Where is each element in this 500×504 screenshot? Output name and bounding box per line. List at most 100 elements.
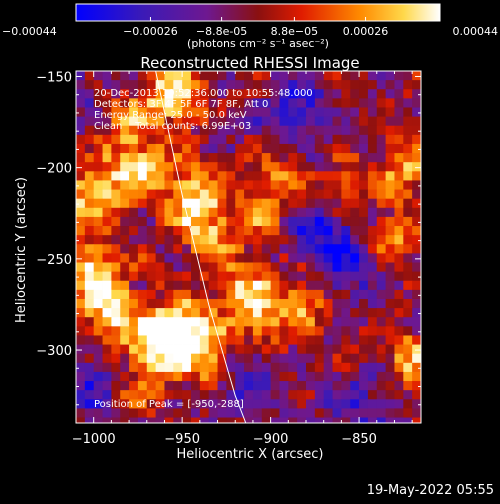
heatmap-cell bbox=[252, 153, 263, 163]
heatmap-cell bbox=[412, 353, 421, 364]
heatmap-cell bbox=[164, 253, 174, 263]
heatmap-cell bbox=[93, 353, 103, 364]
heatmap-cell bbox=[244, 280, 254, 291]
heatmap-cell bbox=[111, 143, 121, 154]
heatmap-cell bbox=[93, 280, 103, 291]
heatmap-cell bbox=[332, 134, 342, 145]
heatmap-cell bbox=[155, 298, 165, 309]
heatmap-cell bbox=[244, 71, 254, 81]
heatmap-cell bbox=[217, 180, 227, 190]
heatmap-cell bbox=[102, 371, 112, 382]
heatmap-cell bbox=[403, 71, 413, 81]
heatmap-cell bbox=[314, 390, 325, 400]
heatmap-cell bbox=[341, 98, 351, 108]
heatmap-cell bbox=[164, 162, 174, 172]
heatmap-cell bbox=[297, 280, 307, 291]
heatmap-cell bbox=[120, 116, 130, 127]
heatmap-cell bbox=[350, 399, 360, 409]
heatmap-cell bbox=[146, 134, 157, 145]
heatmap-cell bbox=[323, 326, 333, 336]
heatmap-cell bbox=[137, 198, 148, 209]
heatmap-cell bbox=[279, 271, 289, 282]
heatmap-cell bbox=[332, 207, 342, 218]
heatmap-cell bbox=[261, 134, 272, 145]
heatmap-cell bbox=[191, 417, 201, 423]
heatmap-cell bbox=[279, 408, 289, 418]
heatmap-cell bbox=[394, 216, 404, 227]
heatmap-cell bbox=[111, 125, 121, 136]
heatmap-cell bbox=[314, 253, 325, 263]
heatmap-cell bbox=[385, 134, 395, 145]
heatmap-cell bbox=[244, 107, 254, 117]
heatmap-cell bbox=[244, 171, 254, 181]
heatmap-cell bbox=[164, 390, 174, 400]
heatmap-cell bbox=[191, 226, 201, 236]
heatmap-cell bbox=[226, 353, 236, 364]
heatmap-cell bbox=[297, 116, 307, 127]
heatmap-cell bbox=[270, 226, 280, 236]
heatmap-cell bbox=[111, 317, 121, 327]
heatmap-cell bbox=[235, 180, 245, 190]
heatmap-cell bbox=[199, 235, 210, 245]
heatmap-cell bbox=[323, 107, 333, 117]
heatmap-cell bbox=[350, 116, 360, 127]
heatmap-cell bbox=[146, 417, 157, 423]
y-axis-ticks: −150−200−250−300 bbox=[36, 70, 421, 424]
heatmap-cell bbox=[367, 399, 378, 409]
heatmap-cell bbox=[332, 189, 342, 200]
heatmap-cell bbox=[403, 125, 413, 136]
heatmap-cell bbox=[208, 235, 218, 245]
heatmap-cell bbox=[306, 207, 316, 218]
heatmap-cell bbox=[76, 134, 86, 145]
heatmap-cell bbox=[261, 408, 272, 418]
heatmap-cell bbox=[182, 198, 192, 209]
heatmap-cell bbox=[199, 408, 210, 418]
heatmap-cell bbox=[84, 171, 95, 181]
heatmap-cell bbox=[323, 408, 333, 418]
heatmap-cell bbox=[385, 80, 395, 90]
heatmap-cell bbox=[367, 143, 378, 154]
heatmap-cell bbox=[235, 216, 245, 227]
heatmap-cell bbox=[191, 362, 201, 373]
heatmap-cell bbox=[403, 326, 413, 336]
heatmap-cell bbox=[297, 344, 307, 355]
heatmap-cell bbox=[208, 207, 218, 218]
heatmap-cell bbox=[129, 71, 139, 81]
heatmap-cell bbox=[164, 125, 174, 136]
heatmap-cell bbox=[191, 381, 201, 391]
heatmap-cell bbox=[129, 317, 139, 327]
heatmap-cell bbox=[217, 235, 227, 245]
heatmap-cell bbox=[385, 235, 395, 245]
heatmap-cell bbox=[93, 143, 103, 154]
heatmap-cell bbox=[359, 408, 369, 418]
annotation-detectors: Detectors: 3F 4F 5F 6F 7F 8F, Att 0 bbox=[94, 99, 268, 110]
heatmap-cell bbox=[217, 98, 227, 108]
heatmap-cell bbox=[208, 80, 218, 90]
heatmap-cell bbox=[394, 344, 404, 355]
heatmap-cell bbox=[164, 326, 174, 336]
heatmap-cell bbox=[155, 153, 165, 163]
heatmap-cell bbox=[403, 353, 413, 364]
x-tick-label: −900 bbox=[253, 432, 289, 447]
heatmap-cell bbox=[120, 107, 130, 117]
heatmap-cell bbox=[306, 107, 316, 117]
heatmap-cell bbox=[129, 298, 139, 309]
heatmap-cell bbox=[306, 335, 316, 345]
heatmap-cell bbox=[244, 298, 254, 309]
heatmap-cell bbox=[129, 143, 139, 154]
heatmap-cell bbox=[306, 235, 316, 245]
heatmap-cell bbox=[164, 381, 174, 391]
heatmap-cell bbox=[93, 253, 103, 263]
heatmap-cell bbox=[208, 153, 218, 163]
heatmap-cell bbox=[367, 89, 378, 99]
heatmap-cell bbox=[226, 98, 236, 108]
heatmap-cell bbox=[173, 80, 183, 90]
heatmap-cell bbox=[367, 362, 378, 373]
heatmap-cell bbox=[102, 116, 112, 127]
heatmap-cell bbox=[146, 180, 157, 190]
heatmap-cell bbox=[314, 207, 325, 218]
heatmap-cell bbox=[84, 153, 95, 163]
heatmap-cell bbox=[76, 107, 86, 117]
solar-limb-line bbox=[155, 71, 247, 423]
heatmap-cell bbox=[341, 244, 351, 254]
